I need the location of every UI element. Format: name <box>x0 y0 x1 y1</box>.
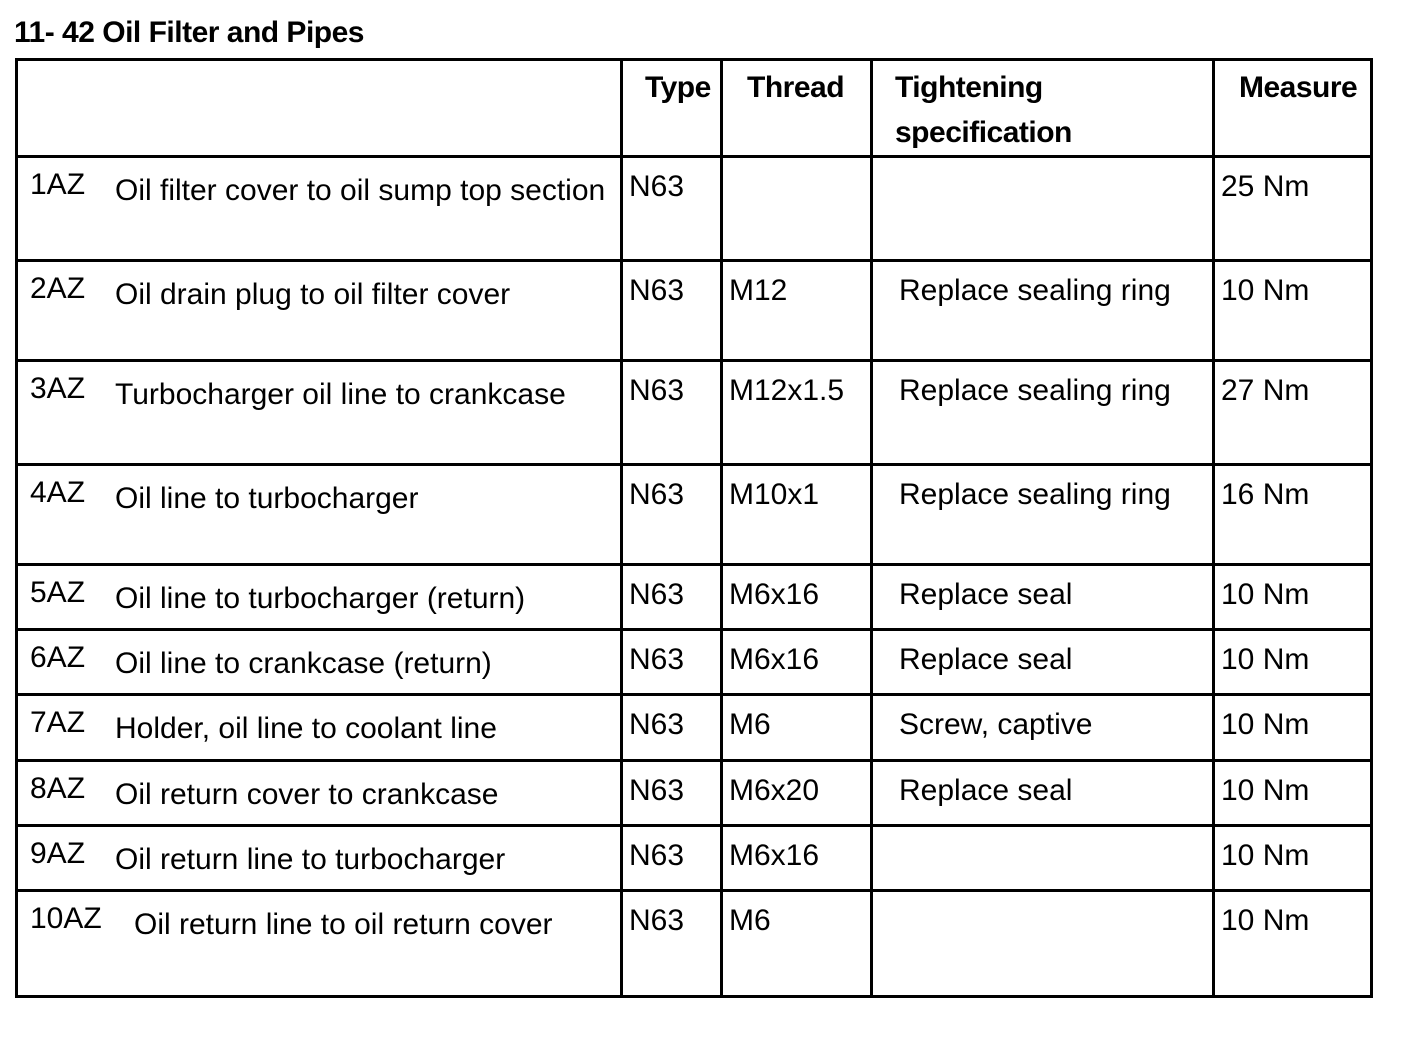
header-tightening: Tightening specification <box>870 58 1215 158</box>
header-measure: Measure <box>1212 58 1373 158</box>
item-id: 6AZ <box>30 641 86 674</box>
measure-cell: 10 Nm <box>1212 889 1373 998</box>
table-row: 2AZ Oil drain plug to oil filter cover N63… <box>15 259 1373 362</box>
table-row: 7AZ Holder, oil line to coolant line N63 M6… <box>15 693 1373 762</box>
item-id: 8AZ <box>30 772 86 805</box>
item-id: 7AZ <box>30 706 86 739</box>
tightening-cell: Replace seal <box>870 563 1215 631</box>
thread-cell: M6x16 <box>720 563 873 631</box>
tightening-cell: Screw, captive <box>870 693 1215 762</box>
type-cell: N63 <box>620 359 723 466</box>
type-cell: N63 <box>620 628 723 696</box>
header-type: Type <box>620 58 723 158</box>
page-title: 11- 42 Oil Filter and Pipes <box>14 16 364 49</box>
item-cell: 3AZ Turbocharger oil line to crankcase <box>15 359 623 466</box>
item-description: Oil line to turbocharger (return) <box>115 582 526 615</box>
type-cell: N63 <box>620 759 723 827</box>
measure-cell: 10 Nm <box>1212 563 1373 631</box>
item-cell: 7AZ Holder, oil line to coolant line <box>15 693 623 762</box>
table-row: 5AZ Oil line to turbocharger (return) N63 M… <box>15 563 1373 631</box>
measure-cell: 27 Nm <box>1212 359 1373 466</box>
tightening-cell: Replace sealing ring <box>870 359 1215 466</box>
thread-cell: M12 <box>720 259 873 362</box>
table-row: 6AZ Oil line to crankcase (return) N63 M6x1… <box>15 628 1373 696</box>
item-description: Oil return line to oil return cover <box>134 908 553 941</box>
table-row: 4AZ Oil line to turbocharger N63 M10x1 Repla… <box>15 463 1373 566</box>
item-cell: 9AZ Oil return line to turbocharger <box>15 824 623 892</box>
header-item <box>15 58 623 158</box>
table-row: 9AZ Oil return line to turbocharger N63 M6x… <box>15 824 1373 892</box>
tightening-cell <box>870 889 1215 998</box>
item-description: Oil line to crankcase (return) <box>115 647 492 680</box>
measure-cell: 10 Nm <box>1212 259 1373 362</box>
measure-cell: 10 Nm <box>1212 693 1373 762</box>
table-row: 1AZ Oil filter cover to oil sump top sect… <box>15 155 1373 262</box>
item-id: 4AZ <box>30 476 86 509</box>
thread-cell: M6 <box>720 889 873 998</box>
item-id: 9AZ <box>30 837 86 870</box>
item-cell: 8AZ Oil return cover to crankcase <box>15 759 623 827</box>
type-cell: N63 <box>620 889 723 998</box>
type-cell: N63 <box>620 824 723 892</box>
item-id: 10AZ <box>30 902 102 935</box>
torque-table: Type Thread Tightening specification Mea… <box>15 58 1373 998</box>
thread-cell: M10x1 <box>720 463 873 566</box>
item-cell: 4AZ Oil line to turbocharger <box>15 463 623 566</box>
table-row: 3AZ Turbocharger oil line to crankcase N63… <box>15 359 1373 466</box>
item-description: Oil return cover to crankcase <box>115 778 499 811</box>
item-description: Oil line to turbocharger <box>115 482 419 515</box>
item-description: Oil filter cover to oil sump top section <box>115 174 606 207</box>
item-id: 2AZ <box>30 272 86 305</box>
item-description: Holder, oil line to coolant line <box>115 712 497 745</box>
table-row: 8AZ Oil return cover to crankcase N63 M6x20… <box>15 759 1373 827</box>
type-cell: N63 <box>620 463 723 566</box>
type-cell: N63 <box>620 563 723 631</box>
header-thread: Thread <box>720 58 873 158</box>
item-id: 5AZ <box>30 576 86 609</box>
tightening-cell: Replace sealing ring <box>870 259 1215 362</box>
measure-cell: 16 Nm <box>1212 463 1373 566</box>
tightening-cell: Replace sealing ring <box>870 463 1215 566</box>
header-row: Type Thread Tightening specification Mea… <box>15 58 1373 158</box>
item-cell: 5AZ Oil line to turbocharger (return) <box>15 563 623 631</box>
item-id: 1AZ <box>30 168 86 201</box>
thread-cell <box>720 155 873 262</box>
thread-cell: M12x1.5 <box>720 359 873 466</box>
item-description: Oil return line to turbocharger <box>115 843 506 876</box>
thread-cell: M6x20 <box>720 759 873 827</box>
item-cell: 6AZ Oil line to crankcase (return) <box>15 628 623 696</box>
measure-cell: 25 Nm <box>1212 155 1373 262</box>
thread-cell: M6x16 <box>720 628 873 696</box>
item-description: Oil drain plug to oil filter cover <box>115 278 511 311</box>
tightening-cell <box>870 824 1215 892</box>
tightening-cell <box>870 155 1215 262</box>
measure-cell: 10 Nm <box>1212 759 1373 827</box>
type-cell: N63 <box>620 155 723 262</box>
item-id: 3AZ <box>30 372 86 405</box>
tightening-cell: Replace seal <box>870 759 1215 827</box>
type-cell: N63 <box>620 693 723 762</box>
measure-cell: 10 Nm <box>1212 824 1373 892</box>
item-description: Turbocharger oil line to crankcase <box>115 378 566 411</box>
tightening-cell: Replace seal <box>870 628 1215 696</box>
thread-cell: M6x16 <box>720 824 873 892</box>
item-cell: 1AZ Oil filter cover to oil sump top sect… <box>15 155 623 262</box>
thread-cell: M6 <box>720 693 873 762</box>
item-cell: 2AZ Oil drain plug to oil filter cover <box>15 259 623 362</box>
item-cell: 10AZ Oil return line to oil return cover <box>15 889 623 998</box>
measure-cell: 10 Nm <box>1212 628 1373 696</box>
type-cell: N63 <box>620 259 723 362</box>
table-row: 10AZ Oil return line to oil return cover N… <box>15 889 1373 998</box>
